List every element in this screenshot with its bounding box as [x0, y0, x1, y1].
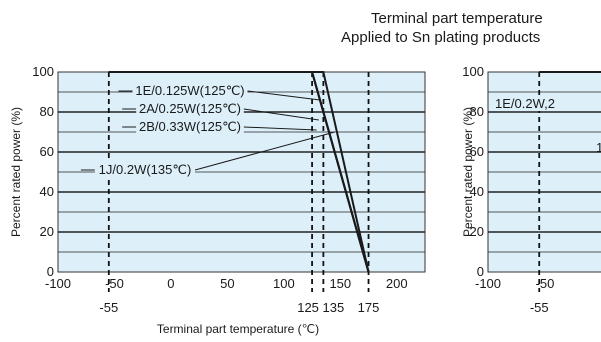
y-tick-label: 100	[462, 64, 484, 79]
label-backing	[494, 95, 584, 111]
series-label: 1E/0.125W(125℃)	[135, 83, 244, 98]
series-label: 1	[596, 140, 601, 155]
marked-x-label: 135	[323, 300, 345, 315]
x-axis-label: Terminal part temperature (℃)	[157, 322, 319, 336]
leader-line	[194, 131, 335, 171]
x-tick-label: 50	[220, 276, 234, 291]
marked-x-label: 175	[358, 300, 380, 315]
y-tick-label: 20	[40, 224, 54, 239]
series-label: 2B/0.33W(125℃)	[139, 119, 241, 134]
marked-x-label: -55	[530, 300, 549, 315]
y-tick-label: 0	[47, 264, 54, 279]
y-axis-label: Percent rated power (%)	[9, 107, 23, 237]
label-backing	[132, 81, 248, 97]
header-line-1: Terminal part temperature	[371, 10, 543, 27]
y-tick-label: 20	[470, 224, 484, 239]
leader-line	[243, 108, 319, 121]
x-tick-label: -50	[536, 276, 555, 291]
chart-2: 0 20 40 60 80 100 -100 -50 -55 Percent rated powe…	[461, 64, 601, 315]
x-tick-label: 0	[167, 276, 174, 291]
x-tick-label: -100	[475, 276, 501, 291]
y-tick-label: 0	[477, 264, 484, 279]
y-tick-label: 80	[470, 104, 484, 119]
marked-x-label: 125	[297, 300, 319, 315]
series-line	[108, 71, 370, 273]
y-tick-label: 40	[40, 184, 54, 199]
leader-line	[247, 90, 321, 101]
y-tick-label: 60	[470, 144, 484, 159]
y-tick-label: 80	[40, 104, 54, 119]
series-label: 2A/0.25W(125℃)	[139, 101, 241, 116]
y-tick-label: 60	[40, 144, 54, 159]
y-axis-label: Percent rated power (%)	[461, 107, 475, 237]
series-label: 1E/0.2W,2	[495, 96, 555, 111]
header-line-2: Applied to Sn plating products	[341, 29, 541, 46]
y-tick-label: 40	[470, 184, 484, 199]
x-tick-label: 200	[386, 276, 408, 291]
label-backing	[136, 117, 244, 133]
x-tick-label: 150	[329, 276, 351, 291]
label-backing	[94, 160, 196, 176]
chart-1: 0 20 40 60 80 100 -100 -50 0 50 100 150 200 -55 125 135…	[9, 64, 426, 336]
x-tick-label: -50	[105, 276, 124, 291]
marked-x-label: -55	[99, 300, 118, 315]
series-label: 1J/0.2W(135℃)	[99, 162, 192, 177]
label-backing	[136, 99, 244, 115]
x-tick-label: 100	[273, 276, 295, 291]
y-tick-label: 100	[32, 64, 54, 79]
x-tick-label: -100	[45, 276, 71, 291]
leader-line	[243, 126, 317, 131]
